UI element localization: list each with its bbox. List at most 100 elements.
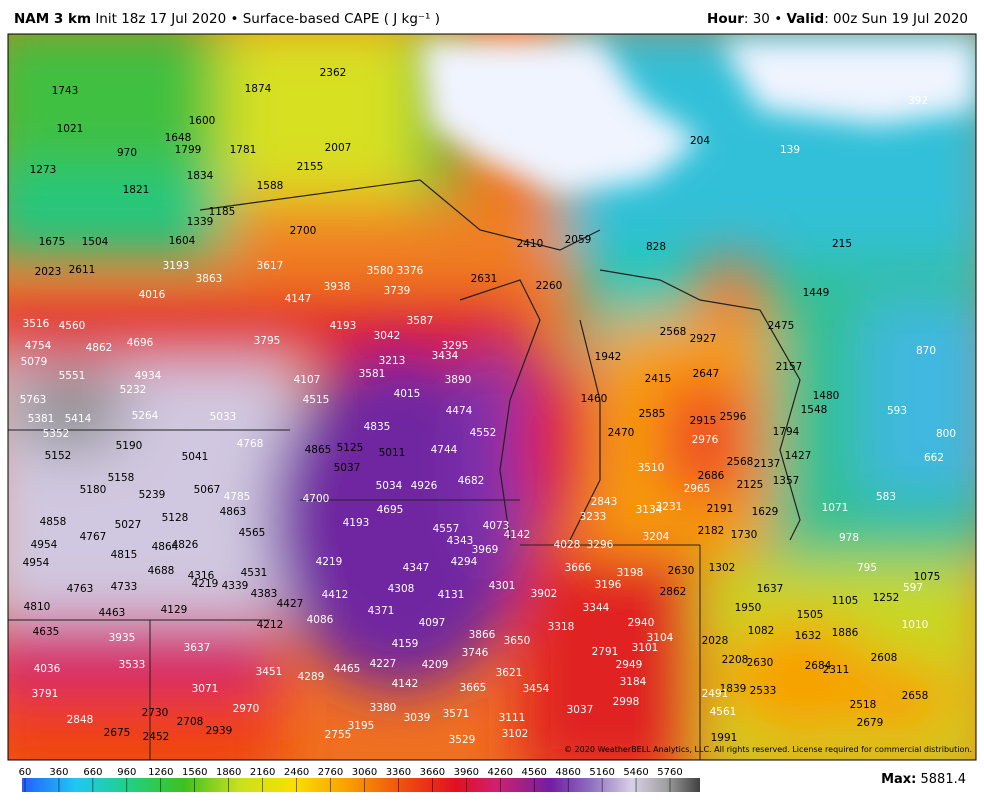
cape-label: 3376 <box>397 265 424 277</box>
cape-label: 4463 <box>99 607 126 619</box>
colorbar-tick-label: 4260 <box>488 767 513 778</box>
cape-label: 3184 <box>620 676 647 688</box>
cape-label: 4465 <box>334 663 361 675</box>
cape-label: 2700 <box>290 225 317 237</box>
cape-label: 1839 <box>720 683 747 695</box>
separator: • <box>774 11 783 27</box>
cape-label: 2611 <box>69 264 96 276</box>
cape-label: 4301 <box>489 580 516 592</box>
colorbar-tick-label: 60 <box>19 767 32 778</box>
cape-label: 3791 <box>32 688 59 700</box>
cape-label: 1794 <box>773 426 800 438</box>
cape-label: 2059 <box>565 234 592 246</box>
cape-label: 3039 <box>404 712 431 724</box>
cape-label: 1886 <box>832 627 859 639</box>
cape-label: 3111 <box>499 712 526 724</box>
field: Surface-based CAPE ( J kg⁻¹ ) <box>242 11 441 27</box>
cape-label: 4926 <box>411 480 438 492</box>
cape-label: 4107 <box>294 374 321 386</box>
cape-label: 2596 <box>720 411 747 423</box>
cape-label: 4289 <box>298 671 325 683</box>
cape-label: 4688 <box>148 565 175 577</box>
cape-label: 4209 <box>422 659 449 671</box>
cape-label: 4036 <box>34 663 61 675</box>
model: NAM 3 km <box>14 11 92 27</box>
cape-label: 2007 <box>325 142 352 154</box>
cape-label: 4835 <box>364 421 391 433</box>
cape-label: 2630 <box>747 657 774 669</box>
colorbar-tick-label: 960 <box>117 767 136 778</box>
cape-label: 1505 <box>797 609 824 621</box>
cape-label: 3866 <box>469 629 496 641</box>
cape-label: 3451 <box>256 666 283 678</box>
cape-label: 1185 <box>209 206 236 218</box>
cape-label: 1637 <box>757 583 784 595</box>
colorbar-tick-label: 5760 <box>657 767 682 778</box>
cape-label: 5239 <box>139 489 166 501</box>
cape-label: 4561 <box>710 706 737 718</box>
cape-label: 4695 <box>377 504 404 516</box>
cape-label: 4954 <box>23 557 50 569</box>
cape-label: 4565 <box>239 527 266 539</box>
cape-label: 4474 <box>446 405 473 417</box>
colorbar-tick-label: 5160 <box>589 767 614 778</box>
cape-label: 2491 <box>702 688 729 700</box>
cape-label: 1302 <box>709 562 736 574</box>
cape-label: 2976 <box>692 434 719 446</box>
cape-label: 3233 <box>580 511 607 523</box>
cape-label: 3213 <box>379 355 406 367</box>
cape-label: 2630 <box>668 565 695 577</box>
cape-label: 1252 <box>873 592 900 604</box>
cape-label: 3969 <box>472 544 499 556</box>
cape-label: 4552 <box>470 427 497 439</box>
cape-label: 3434 <box>432 350 459 362</box>
cape-label: 662 <box>924 452 944 464</box>
cape-label: 5079 <box>21 356 48 368</box>
cape-label: 4815 <box>111 549 138 561</box>
cape-label: 4227 <box>370 658 397 670</box>
cape-label: 1799 <box>175 144 202 156</box>
cape-label: 3042 <box>374 330 401 342</box>
cape-label: 2848 <box>67 714 94 726</box>
cape-label: 1632 <box>795 630 822 642</box>
cape-label: 3231 <box>656 501 683 513</box>
cape-label: 4810 <box>24 601 51 613</box>
cape-label: 3935 <box>109 632 136 644</box>
cape-label: 204 <box>690 135 710 147</box>
cape-label: 2675 <box>104 727 131 739</box>
cape-label: 2915 <box>690 415 717 427</box>
cape-label: 1629 <box>752 506 779 518</box>
cape-label: 4635 <box>33 626 60 638</box>
cape-label: 1781 <box>230 144 257 156</box>
colorbar-tick-label: 3060 <box>352 767 377 778</box>
cape-label: 2362 <box>320 67 347 79</box>
cape-label: 1548 <box>801 404 828 416</box>
valid: : 00z Sun 19 Jul 2020 <box>824 11 968 27</box>
cape-label: 2028 <box>702 635 729 647</box>
cape-label: 4131 <box>438 589 465 601</box>
cape-label: 1071 <box>822 502 849 514</box>
cape-label: 5011 <box>379 447 406 459</box>
colorbar-tick-label: 1560 <box>182 767 207 778</box>
cape-label: 4142 <box>504 529 531 541</box>
cape-label: 1821 <box>123 184 150 196</box>
max-value: Max: 5881.4 <box>881 772 966 787</box>
cape-label: 2208 <box>722 654 749 666</box>
cape-label: 4754 <box>25 340 52 352</box>
cape-label: 2684 <box>805 660 832 672</box>
cape-label: 3890 <box>445 374 472 386</box>
cape-label: 795 <box>857 562 877 574</box>
cape-label: 3665 <box>460 682 487 694</box>
cape-label: 3529 <box>449 734 476 746</box>
cape-label: 1942 <box>595 351 622 363</box>
cape-label: 4193 <box>330 320 357 332</box>
cape-label: 5067 <box>194 484 221 496</box>
cape-label: 4212 <box>257 619 284 631</box>
cape-label: 1075 <box>914 571 941 583</box>
colorbar-tick-label: 360 <box>49 767 68 778</box>
cape-label: 4865 <box>305 444 332 456</box>
cape-label: 5158 <box>108 472 135 484</box>
valid-label: Valid <box>786 11 825 27</box>
cape-label: 4219 <box>192 578 219 590</box>
cape-label: 4954 <box>31 539 58 551</box>
